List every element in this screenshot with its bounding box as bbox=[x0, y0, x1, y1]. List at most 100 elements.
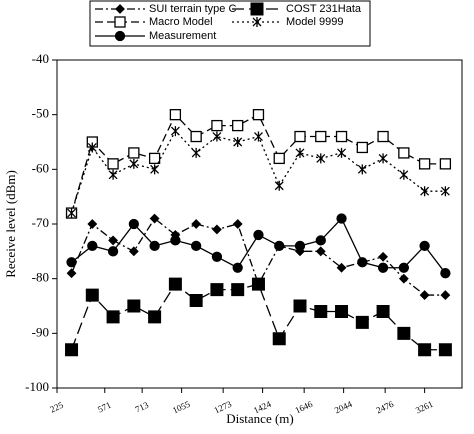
y-axis-label: Receive level (dBm) bbox=[3, 170, 18, 278]
marker bbox=[440, 290, 451, 300]
series-line bbox=[70, 129, 446, 214]
y-tick-label: -50 bbox=[32, 106, 49, 121]
marker bbox=[399, 169, 409, 180]
marker bbox=[336, 262, 347, 273]
y-tick-label: -80 bbox=[32, 270, 49, 285]
legend-label: COST 231Hata bbox=[286, 3, 362, 15]
marker bbox=[87, 240, 98, 252]
marker bbox=[335, 130, 348, 143]
marker bbox=[273, 152, 285, 165]
marker bbox=[129, 158, 139, 169]
legend-entries: SUI terrain type C COST 231Hata Macro Mode… bbox=[95, 2, 362, 42]
marker bbox=[378, 153, 388, 164]
marker bbox=[335, 304, 349, 318]
marker bbox=[274, 180, 284, 191]
marker bbox=[191, 240, 202, 252]
marker bbox=[191, 219, 202, 229]
marker bbox=[149, 213, 160, 224]
marker bbox=[336, 213, 347, 224]
x-tick-label: 713 bbox=[134, 400, 151, 415]
marker bbox=[232, 119, 244, 132]
marker bbox=[314, 304, 328, 318]
marker bbox=[168, 277, 182, 291]
marker bbox=[106, 310, 120, 324]
marker bbox=[67, 208, 76, 219]
y-tick-label: -70 bbox=[32, 215, 49, 230]
legend-marker bbox=[114, 16, 126, 28]
legend bbox=[89, 0, 371, 47]
marker bbox=[65, 343, 79, 357]
marker bbox=[378, 251, 388, 262]
marker bbox=[148, 310, 162, 324]
legend-marker bbox=[252, 17, 262, 27]
x-tick-label: 1646 bbox=[293, 399, 314, 416]
marker bbox=[149, 240, 160, 252]
legend-label: SUI terrain type C bbox=[149, 3, 236, 15]
legend-label: Measurement bbox=[149, 30, 216, 42]
marker bbox=[398, 262, 409, 273]
legend-label: Macro Model bbox=[149, 16, 213, 28]
x-tick-label: 2476 bbox=[374, 399, 395, 416]
x-tick-label: 1055 bbox=[171, 399, 192, 416]
marker bbox=[127, 299, 141, 313]
marker bbox=[355, 315, 369, 329]
legend-marker bbox=[114, 30, 126, 42]
legend-marker bbox=[250, 2, 264, 16]
marker bbox=[315, 235, 326, 246]
marker bbox=[210, 283, 224, 297]
marker bbox=[419, 240, 430, 252]
marker bbox=[419, 290, 430, 300]
marker bbox=[190, 130, 202, 143]
marker bbox=[233, 137, 243, 147]
marker bbox=[252, 109, 265, 121]
marker bbox=[337, 147, 346, 158]
marker bbox=[107, 246, 119, 257]
marker bbox=[169, 109, 182, 121]
marker bbox=[107, 158, 119, 170]
marker bbox=[170, 126, 180, 137]
marker bbox=[108, 235, 118, 246]
marker bbox=[232, 262, 243, 273]
marker bbox=[189, 294, 203, 308]
marker bbox=[439, 158, 452, 170]
marker bbox=[295, 147, 305, 158]
marker bbox=[85, 288, 99, 302]
marker bbox=[438, 343, 452, 357]
y-tick-label: -90 bbox=[32, 324, 49, 339]
marker bbox=[274, 240, 285, 252]
y-tick-label: -100 bbox=[25, 379, 49, 394]
marker bbox=[150, 164, 160, 175]
marker bbox=[128, 147, 140, 159]
marker bbox=[294, 130, 306, 143]
marker bbox=[356, 141, 368, 154]
marker bbox=[66, 257, 77, 268]
marker bbox=[272, 332, 286, 346]
marker bbox=[376, 304, 390, 318]
marker bbox=[211, 251, 223, 262]
marker bbox=[87, 219, 98, 229]
marker bbox=[108, 169, 118, 180]
marker bbox=[418, 158, 431, 170]
marker bbox=[377, 262, 389, 273]
x-tick-label: 571 bbox=[96, 400, 112, 415]
marker bbox=[357, 164, 367, 175]
marker bbox=[231, 283, 245, 297]
marker bbox=[251, 277, 265, 291]
marker bbox=[418, 343, 432, 357]
marker bbox=[420, 186, 430, 197]
marker bbox=[294, 240, 306, 252]
marker bbox=[293, 299, 307, 313]
marker bbox=[232, 219, 243, 229]
legend-label: Model 9999 bbox=[286, 16, 344, 28]
marker bbox=[212, 131, 222, 142]
marker bbox=[440, 268, 451, 279]
x-axis-label: Distance (m) bbox=[226, 411, 294, 426]
marker bbox=[254, 131, 263, 142]
series-line bbox=[70, 113, 446, 214]
marker bbox=[316, 153, 326, 164]
x-tick-label: 3261 bbox=[414, 399, 435, 416]
marker bbox=[398, 273, 409, 284]
marker bbox=[128, 218, 139, 230]
marker bbox=[87, 142, 97, 153]
marker bbox=[315, 130, 327, 143]
